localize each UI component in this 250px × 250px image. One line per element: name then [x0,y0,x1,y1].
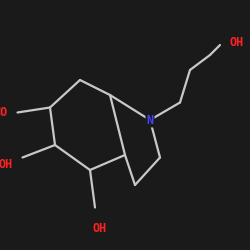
Text: N: N [146,114,154,126]
Text: OH: OH [230,36,244,49]
Text: HO: HO [0,106,8,119]
Text: OH: OH [93,222,107,235]
Text: OH: OH [0,158,12,172]
